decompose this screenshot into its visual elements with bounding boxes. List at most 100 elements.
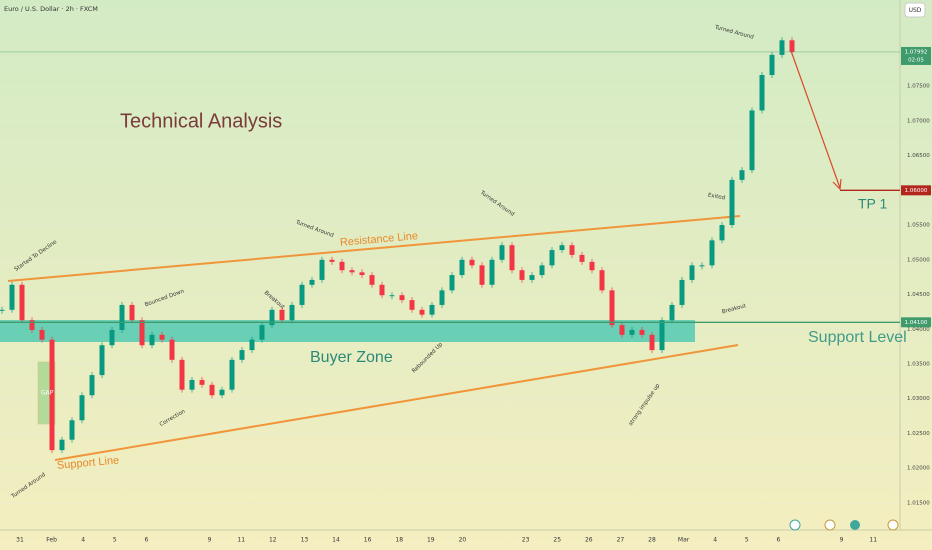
y-tick-label: 1.07000 (907, 118, 930, 124)
x-tick-label: 28 (648, 537, 656, 544)
candle (409, 300, 415, 310)
candle (479, 265, 485, 285)
candle (349, 270, 355, 273)
annotation: Support Line (56, 454, 119, 471)
x-tick-label: 18 (395, 537, 403, 544)
candle (469, 259, 475, 266)
candle (399, 295, 405, 301)
candle (269, 309, 275, 326)
support-line (54, 344, 739, 461)
candle (609, 290, 615, 326)
event-icon[interactable] (850, 520, 860, 530)
tp-arrowhead (832, 178, 842, 191)
candle (569, 245, 575, 255)
candle (459, 259, 465, 276)
candle (9, 284, 15, 310)
price-marker-label: 1.04100 (905, 320, 928, 326)
y-tick-label: 1.05000 (907, 257, 930, 263)
candle (629, 329, 635, 335)
y-tick-label: 1.02500 (907, 431, 930, 437)
candle (179, 359, 185, 390)
y-tick-label: 1.05500 (907, 223, 930, 229)
candle (779, 40, 785, 55)
x-tick-label: 12 (269, 537, 277, 544)
candle (589, 261, 595, 271)
candle (319, 259, 325, 280)
candle (19, 284, 25, 321)
candle (619, 325, 625, 335)
candle (729, 179, 735, 226)
candle (489, 259, 495, 285)
y-tick-label: 1.07500 (907, 84, 930, 90)
candle (169, 339, 175, 360)
candle (739, 170, 745, 180)
candle (509, 245, 515, 271)
y-tick-label: 1.04500 (907, 292, 930, 298)
price-countdown: 02:05 (908, 57, 924, 63)
x-tick-label: 4 (713, 537, 717, 544)
x-tick-label: 9 (840, 537, 844, 544)
candle (159, 334, 165, 340)
x-tick-label: 19 (427, 537, 435, 544)
candle (639, 329, 645, 335)
candle (369, 275, 375, 285)
candle (309, 279, 315, 285)
candle (539, 265, 545, 276)
y-tick-label: 1.03000 (907, 396, 930, 402)
price-marker-label: 1.06000 (905, 188, 928, 194)
candle (289, 304, 295, 321)
annotation: Exited (707, 193, 725, 202)
candle (379, 284, 385, 296)
candle (69, 420, 75, 440)
x-tick-label: 6 (776, 537, 780, 544)
resistance-line (7, 215, 741, 282)
candle (189, 379, 195, 390)
candle (249, 339, 255, 351)
x-tick-label: 31 (16, 537, 24, 544)
candle (219, 389, 225, 396)
candle (549, 250, 555, 266)
candle (559, 245, 565, 251)
candle (679, 279, 685, 305)
candle (769, 54, 775, 76)
candle (339, 261, 345, 271)
candle (39, 329, 45, 340)
event-icon[interactable] (887, 519, 899, 531)
annotation: TP 1 (858, 196, 888, 212)
price-marker (901, 317, 931, 328)
event-icon[interactable] (824, 519, 836, 531)
currency-badge (904, 2, 926, 18)
candle (89, 375, 95, 396)
candle (329, 259, 335, 262)
candle (449, 275, 455, 291)
currency: USD (909, 7, 922, 14)
candle (599, 270, 605, 291)
x-tick-label: 11 (237, 537, 245, 544)
x-tick-label: Mar (678, 537, 690, 544)
y-tick-label: 1.01500 (907, 500, 930, 506)
candle (359, 272, 365, 276)
x-tick-label: 13 (301, 537, 309, 544)
x-tick-label: 23 (522, 537, 530, 544)
candle (239, 350, 245, 360)
buyer-zone (0, 320, 695, 342)
candle (299, 284, 305, 305)
candle (209, 384, 215, 396)
price-marker-label: 1.07992 (905, 49, 928, 55)
x-tick-label: 9 (208, 537, 212, 544)
candle (439, 290, 445, 305)
x-tick-label: 5 (113, 537, 117, 544)
candle (689, 265, 695, 280)
annotation: Technical Analysis (120, 110, 282, 132)
price-marker (901, 46, 931, 65)
event-icon[interactable] (789, 519, 801, 531)
annotation: Buyer Zone (310, 349, 393, 366)
candle (789, 40, 795, 53)
x-tick-label: Feb (46, 537, 57, 544)
candle (59, 439, 65, 451)
candle (389, 295, 395, 297)
candle (119, 304, 125, 330)
